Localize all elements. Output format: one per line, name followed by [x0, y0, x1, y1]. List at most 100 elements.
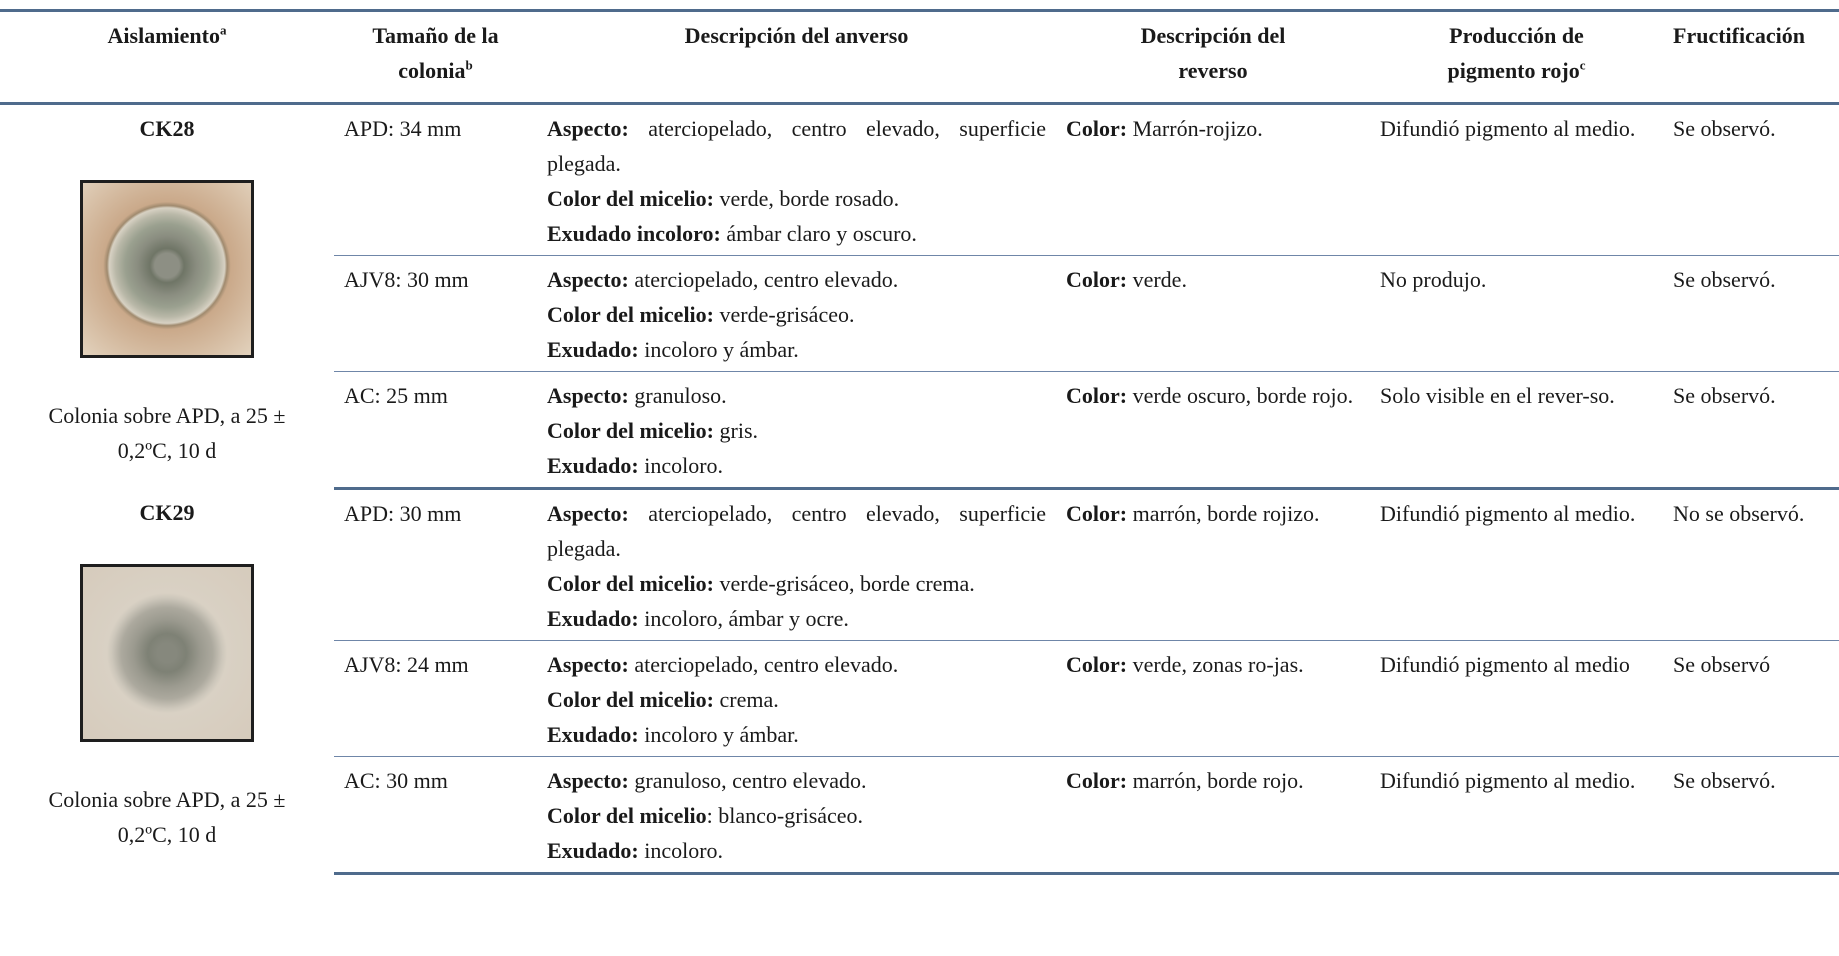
front-cell: Aspecto: aterciopelado, centro elevado. C… [537, 640, 1056, 757]
front-item: Color del micelio: blanco-grisáceo. [547, 798, 1046, 833]
item-text: marrón, borde rojizo. [1127, 501, 1320, 526]
item-text: granuloso. [628, 383, 727, 408]
front-item: Color del micelio: gris. [547, 413, 1046, 448]
header-cell: Producción de pigmento rojoc [1370, 9, 1663, 105]
table-row: AC: 30 mm Aspecto: granuloso, centro elev… [0, 756, 1839, 875]
fruiting-cell: Se observó. [1663, 756, 1839, 875]
colony-image [80, 563, 254, 742]
item-label: Color del micelio [547, 803, 707, 828]
item-label: Exudado incoloro: [547, 221, 721, 246]
header-row: Aislamientoa Tamaño de la coloniab Descrip… [0, 9, 1839, 105]
item-text: ámbar claro y oscuro. [720, 221, 917, 246]
header-label: Producción de pigmento rojo [1447, 23, 1584, 83]
item-text: aterciopelado, centro elevado. [628, 652, 899, 677]
table-head: Aislamientoa Tamaño de la coloniab Descrip… [0, 9, 1839, 105]
isolate-caption: Colonia sobre APD, a 25 ± 0,2ºC, 10 d [48, 403, 286, 463]
item-label: Exudado: [547, 337, 639, 362]
pigment-cell: Difundió pigmento al medio. [1370, 103, 1663, 256]
pigment-cell: Difundió pigmento al medio. [1370, 756, 1663, 875]
reverse-cell: Color: marrón, borde rojizo. [1056, 488, 1370, 641]
isolate-cell: CK28 Colonia sobre APD, a 25 ± 0,2ºC, 10 … [0, 104, 334, 489]
item-text: verde, zonas ro-jas. [1127, 652, 1304, 677]
item-label: Aspecto: [547, 116, 629, 141]
item-label: Exudado: [547, 722, 639, 747]
item-label: Color del micelio: [547, 418, 714, 443]
item-text: aterciopelado, centro elevado. [628, 267, 899, 292]
table-row: CK29 Colonia sobre APD, a 25 ± 0,2ºC, 10 … [0, 488, 1839, 847]
fruiting-cell: Se observó. [1663, 371, 1839, 490]
header-cell: Descripción del reverso [1056, 9, 1370, 105]
item-label: Aspecto: [547, 652, 629, 677]
header-text: Aislamientoa [108, 18, 227, 53]
header-label: Fructificación [1673, 23, 1805, 48]
header-cell: Tamaño de la coloniab [334, 9, 537, 105]
item-text: incoloro. [638, 453, 724, 478]
item-label: Color: [1066, 768, 1128, 793]
front-item: Aspecto: aterciopelado, centro elevado, … [547, 496, 1046, 566]
item-text: : blanco-grisáceo. [706, 803, 864, 828]
reverse-cell: Color: verde, zonas ro-jas. [1056, 640, 1370, 757]
table-row: CK28 Colonia sobre APD, a 25 ± 0,2ºC, 10 … [0, 103, 1839, 463]
header-cell: Aislamientoa [0, 9, 334, 105]
front-item: Exudado: incoloro y ámbar. [547, 717, 1046, 752]
fruiting-cell: Se observó [1663, 640, 1839, 757]
isolate-caption: Colonia sobre APD, a 25 ± 0,2ºC, 10 d [48, 786, 286, 847]
item-label: Aspecto: [547, 267, 629, 292]
colony-image [80, 180, 254, 358]
item-label: Color del micelio: [547, 687, 714, 712]
item-label: Color: [1066, 652, 1128, 677]
item-text: verde, borde rosado. [714, 186, 900, 211]
size-cell: AJV8: 24 mm [334, 640, 537, 757]
item-text: verde. [1127, 267, 1187, 292]
item-text: incoloro y ámbar. [638, 722, 799, 747]
front-item: Color del micelio: verde-grisáceo, borde… [547, 566, 1046, 601]
reverse-cell: Color: verde. [1056, 255, 1370, 372]
item-text: marrón, borde rojo. [1127, 768, 1304, 793]
footnote-mark: b [465, 57, 473, 73]
item-text: aterciopelado, centro elevado, superfici… [547, 116, 1046, 176]
reverse-cell: Color: Marrón-rojizo. [1056, 103, 1370, 256]
pigment-cell: Difundió pigmento al medio. [1370, 488, 1663, 641]
isolate-name: CK28 [139, 116, 195, 141]
front-cell: Aspecto: aterciopelado, centro elevado, … [537, 488, 1056, 641]
front-item: Exudado: incoloro. [547, 448, 1046, 483]
item-label: Color: [1066, 116, 1128, 141]
item-label: Color: [1066, 383, 1128, 408]
item-label: Color del micelio: [547, 571, 714, 596]
front-item: Exudado: incoloro. [547, 833, 1046, 868]
header-label: Descripción del reverso [1140, 23, 1286, 83]
front-item: Aspecto: granuloso. [547, 378, 1046, 413]
item-label: Aspecto: [547, 501, 629, 526]
isolate-name: CK29 [139, 499, 195, 525]
front-cell: Aspecto: granuloso, centro elevado. Color… [537, 756, 1056, 875]
size-cell: APD: 30 mm [334, 488, 537, 641]
pigment-cell: No produjo. [1370, 255, 1663, 372]
front-cell: Aspecto: aterciopelado, centro elevado. C… [537, 255, 1056, 372]
isolate-cell: CK29 Colonia sobre APD, a 25 ± 0,2ºC, 10 … [0, 489, 334, 874]
pigment-cell: Solo visible en el rever-so. [1370, 371, 1663, 490]
size-cell: AC: 30 mm [334, 756, 537, 875]
table-row: AC: 25 mm Aspecto: granuloso. Color del mi… [0, 371, 1839, 490]
size-cell: AC: 25 mm [334, 371, 537, 490]
table-body: CK28 Colonia sobre APD, a 25 ± 0,2ºC, 10 … [0, 103, 1839, 875]
pigment-cell: Difundió pigmento al medio [1370, 640, 1663, 757]
size-cell: APD: 34 mm [334, 103, 537, 256]
table-wrap: Aislamientoa Tamaño de la coloniab Descrip… [0, 9, 1839, 875]
item-label: Color del micelio: [547, 186, 714, 211]
front-item: Color del micelio: verde-grisáceo. [547, 297, 1046, 332]
item-text: incoloro. [638, 838, 724, 863]
front-item: Exudado incoloro: ámbar claro y oscuro. [547, 216, 1046, 251]
header-label: Tamaño de la colonia [372, 23, 499, 83]
front-item: Aspecto: aterciopelado, centro elevado. [547, 262, 1046, 297]
front-item: Color del micelio: verde, borde rosado. [547, 181, 1046, 216]
header-text: Descripción del reverso [1133, 18, 1293, 88]
item-label: Exudado: [547, 606, 639, 631]
fruiting-cell: No se observó. [1663, 488, 1839, 641]
item-text: verde-grisáceo, borde crema. [714, 571, 975, 596]
fruiting-cell: Se observó. [1663, 255, 1839, 372]
reverse-cell: Color: verde oscuro, borde rojo. [1056, 371, 1370, 490]
item-label: Color: [1066, 267, 1128, 292]
front-item: Aspecto: aterciopelado, centro elevado. [547, 647, 1046, 682]
header-label: Aislamiento [107, 23, 220, 48]
item-text: verde-grisáceo. [714, 302, 855, 327]
